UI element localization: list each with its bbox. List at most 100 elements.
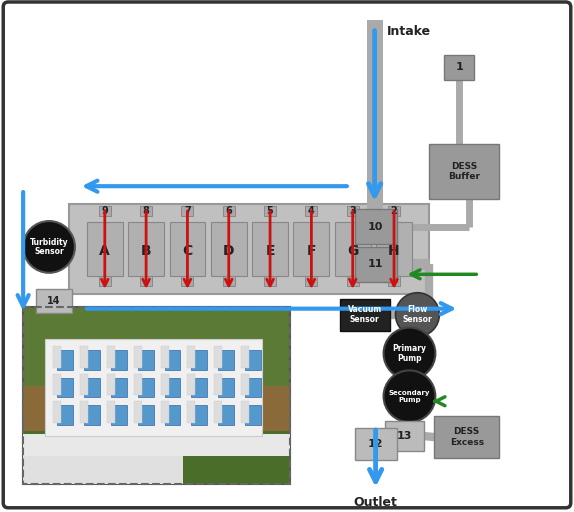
Bar bbox=[181, 206, 193, 216]
Bar bbox=[367, 20, 383, 209]
Bar bbox=[241, 346, 249, 368]
Bar bbox=[80, 374, 88, 395]
FancyBboxPatch shape bbox=[3, 2, 571, 508]
Bar bbox=[57, 377, 73, 397]
Bar bbox=[80, 401, 88, 423]
Bar bbox=[305, 206, 317, 216]
Text: 9: 9 bbox=[102, 206, 108, 216]
Bar bbox=[99, 276, 111, 286]
Bar bbox=[128, 222, 164, 276]
Text: DESS
Excess: DESS Excess bbox=[449, 428, 484, 447]
Bar bbox=[87, 222, 123, 276]
Bar bbox=[355, 209, 397, 244]
Bar bbox=[223, 206, 235, 216]
Text: C: C bbox=[183, 244, 192, 258]
Bar bbox=[84, 406, 100, 425]
Text: G: G bbox=[347, 244, 358, 258]
Bar bbox=[214, 401, 222, 423]
Bar bbox=[191, 406, 207, 425]
Circle shape bbox=[383, 328, 435, 379]
Bar bbox=[134, 401, 142, 423]
Bar bbox=[57, 350, 73, 370]
Bar bbox=[264, 206, 276, 216]
Text: 8: 8 bbox=[143, 206, 150, 216]
Text: Intake: Intake bbox=[386, 25, 430, 38]
Bar bbox=[435, 416, 499, 458]
Bar bbox=[188, 346, 195, 368]
Bar bbox=[245, 406, 261, 425]
Bar bbox=[165, 350, 180, 370]
Bar bbox=[53, 374, 61, 395]
Bar bbox=[355, 428, 397, 460]
Bar bbox=[376, 222, 412, 276]
Bar bbox=[340, 298, 390, 331]
Bar bbox=[293, 222, 329, 276]
Text: 5: 5 bbox=[267, 206, 273, 216]
Text: Secondary
Pump: Secondary Pump bbox=[389, 390, 430, 402]
Bar bbox=[214, 374, 222, 395]
Bar bbox=[23, 307, 290, 484]
Bar bbox=[245, 350, 261, 370]
Bar bbox=[335, 222, 371, 276]
Text: 1: 1 bbox=[455, 62, 463, 72]
Bar bbox=[165, 406, 180, 425]
Circle shape bbox=[383, 370, 435, 422]
Text: Turbidity
Sensor: Turbidity Sensor bbox=[30, 238, 68, 257]
Bar bbox=[191, 377, 207, 397]
Text: B: B bbox=[141, 244, 152, 258]
Text: 7: 7 bbox=[184, 206, 191, 216]
Bar bbox=[218, 406, 234, 425]
Bar bbox=[211, 222, 247, 276]
Bar bbox=[241, 401, 249, 423]
Bar bbox=[245, 377, 261, 397]
Bar bbox=[355, 247, 397, 282]
Text: A: A bbox=[99, 244, 110, 258]
Bar bbox=[138, 350, 154, 370]
Bar bbox=[214, 346, 222, 368]
Bar bbox=[388, 206, 400, 216]
Bar bbox=[23, 434, 290, 456]
Bar bbox=[140, 206, 152, 216]
Text: Flow
Sensor: Flow Sensor bbox=[402, 305, 432, 324]
Bar bbox=[347, 276, 359, 286]
Bar bbox=[134, 346, 142, 368]
Bar bbox=[111, 350, 127, 370]
Bar bbox=[23, 456, 183, 484]
Bar bbox=[264, 276, 276, 286]
Bar bbox=[429, 144, 499, 199]
Text: Vacuum
Sensor: Vacuum Sensor bbox=[347, 305, 382, 324]
Bar bbox=[45, 338, 262, 436]
Text: Primary
Pump: Primary Pump bbox=[393, 344, 426, 363]
Bar bbox=[57, 406, 73, 425]
Bar bbox=[134, 374, 142, 395]
Bar bbox=[252, 222, 288, 276]
Text: 2: 2 bbox=[391, 206, 397, 216]
Bar bbox=[444, 55, 474, 80]
Text: 13: 13 bbox=[397, 431, 412, 441]
Text: 11: 11 bbox=[368, 260, 383, 269]
Bar bbox=[99, 206, 111, 216]
Bar bbox=[138, 406, 154, 425]
Bar bbox=[241, 374, 249, 395]
Bar bbox=[111, 377, 127, 397]
Text: H: H bbox=[388, 244, 400, 258]
Text: DESS
Buffer: DESS Buffer bbox=[448, 162, 480, 181]
Bar bbox=[305, 276, 317, 286]
Bar bbox=[218, 350, 234, 370]
Text: 4: 4 bbox=[308, 206, 315, 216]
Bar bbox=[161, 374, 169, 395]
Bar bbox=[107, 346, 115, 368]
Bar bbox=[23, 431, 290, 484]
Bar bbox=[161, 346, 169, 368]
Bar bbox=[107, 401, 115, 423]
Text: 3: 3 bbox=[350, 206, 356, 216]
Text: F: F bbox=[307, 244, 316, 258]
Bar bbox=[223, 276, 235, 286]
Circle shape bbox=[395, 293, 439, 336]
Bar bbox=[140, 276, 152, 286]
Text: D: D bbox=[223, 244, 235, 258]
Bar bbox=[111, 406, 127, 425]
Text: 12: 12 bbox=[368, 439, 383, 449]
Bar bbox=[181, 276, 193, 286]
Bar bbox=[385, 421, 424, 451]
